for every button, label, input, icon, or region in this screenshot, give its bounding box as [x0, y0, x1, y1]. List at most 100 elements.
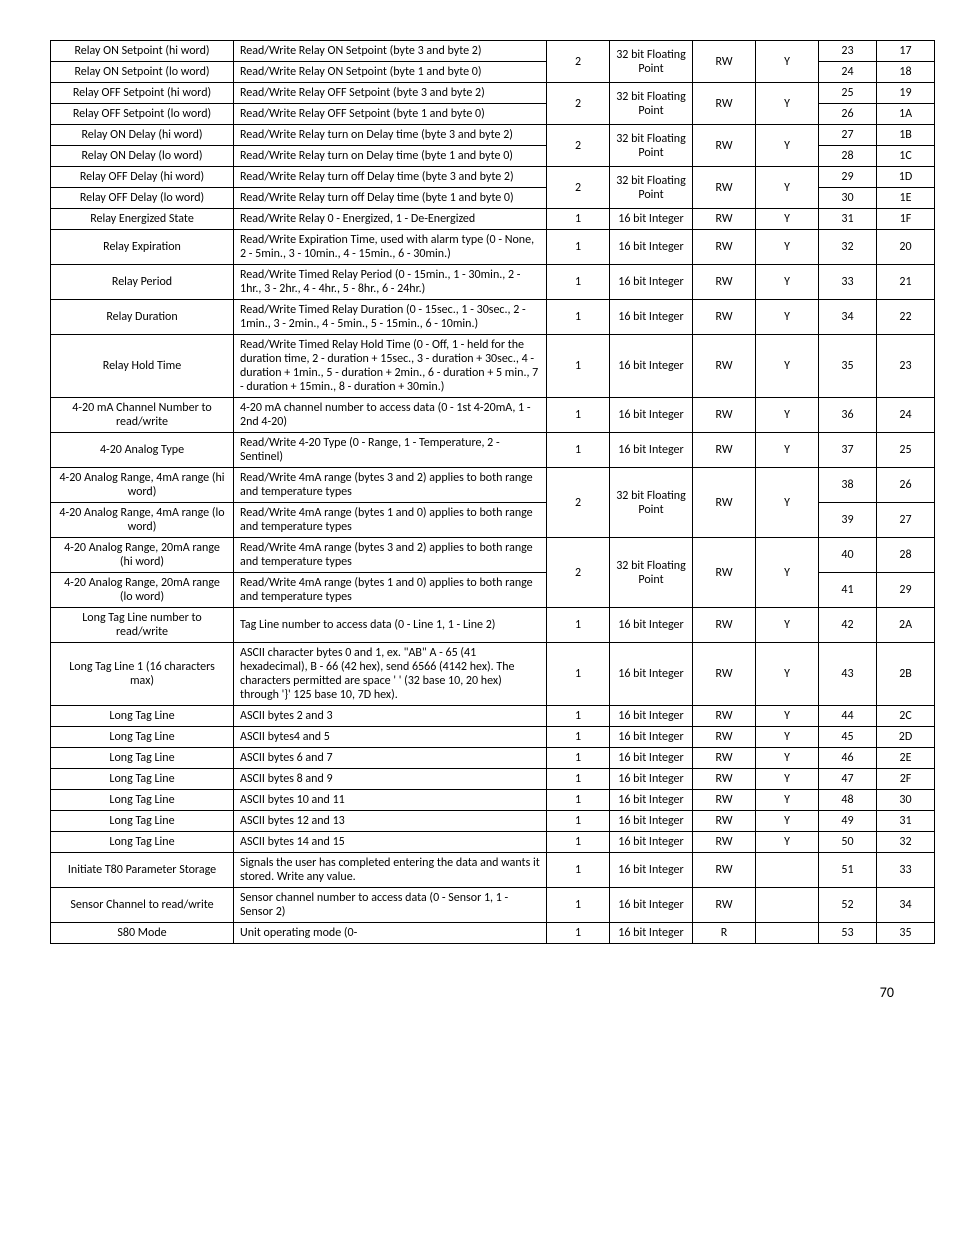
- cell-rw: RW: [693, 608, 756, 643]
- cell-regs: 2: [547, 41, 610, 83]
- cell-dec: 42: [819, 608, 877, 643]
- cell-type: 16 bit Integer: [610, 853, 693, 888]
- cell-rw: RW: [693, 468, 756, 538]
- cell-rw: RW: [693, 335, 756, 398]
- cell-dec: 24: [819, 62, 877, 83]
- cell-desc: Read/Write Expiration Time, used with al…: [234, 230, 547, 265]
- cell-desc: Read/Write Relay turn on Delay time (byt…: [234, 125, 547, 146]
- table-row: S80 ModeUnit operating mode (0-116 bit I…: [51, 923, 935, 944]
- cell-hex: 27: [877, 503, 935, 538]
- table-row: Relay ExpirationRead/Write Expiration Ti…: [51, 230, 935, 265]
- cell-rw: RW: [693, 300, 756, 335]
- cell-type: 32 bit Floating Point: [610, 83, 693, 125]
- cell-type: 16 bit Integer: [610, 608, 693, 643]
- cell-save: Y: [756, 230, 819, 265]
- cell-type: 16 bit Integer: [610, 727, 693, 748]
- cell-desc: Read/Write Relay turn off Delay time (by…: [234, 188, 547, 209]
- table-row: Initiate T80 Parameter StorageSignals th…: [51, 853, 935, 888]
- table-row: Relay ON Delay (hi word)Read/Write Relay…: [51, 125, 935, 146]
- cell-hex: 2A: [877, 608, 935, 643]
- cell-save: Y: [756, 300, 819, 335]
- cell-desc: Read/Write 4mA range (bytes 3 and 2) app…: [234, 468, 547, 503]
- cell-rw: RW: [693, 888, 756, 923]
- cell-hex: 17: [877, 41, 935, 62]
- cell-hex: 1F: [877, 209, 935, 230]
- cell-dec: 38: [819, 468, 877, 503]
- cell-hex: 1E: [877, 188, 935, 209]
- table-row: Relay ON Setpoint (hi word)Read/Write Re…: [51, 41, 935, 62]
- cell-dec: 50: [819, 832, 877, 853]
- table-row: Long Tag LineASCII bytes 8 and 9116 bit …: [51, 769, 935, 790]
- cell-save: Y: [756, 769, 819, 790]
- cell-hex: 20: [877, 230, 935, 265]
- cell-type: 16 bit Integer: [610, 832, 693, 853]
- cell-type: 16 bit Integer: [610, 335, 693, 398]
- cell-desc: Signals the user has completed entering …: [234, 853, 547, 888]
- cell-hex: 1B: [877, 125, 935, 146]
- table-row: Long Tag LineASCII bytes 6 and 7116 bit …: [51, 748, 935, 769]
- cell-desc: Read/Write Relay ON Setpoint (byte 1 and…: [234, 62, 547, 83]
- cell-rw: RW: [693, 706, 756, 727]
- cell-save: Y: [756, 811, 819, 832]
- cell-regs: 1: [547, 433, 610, 468]
- cell-save: Y: [756, 790, 819, 811]
- cell-hex: 19: [877, 83, 935, 104]
- cell-dec: 46: [819, 748, 877, 769]
- cell-regs: 2: [547, 538, 610, 608]
- cell-regs: 2: [547, 125, 610, 167]
- cell-rw: RW: [693, 853, 756, 888]
- cell-rw: RW: [693, 727, 756, 748]
- cell-hex: 26: [877, 468, 935, 503]
- cell-desc: ASCII bytes 8 and 9: [234, 769, 547, 790]
- cell-name: Long Tag Line: [51, 790, 234, 811]
- cell-save: Y: [756, 433, 819, 468]
- cell-desc: Read/Write Relay turn on Delay time (byt…: [234, 146, 547, 167]
- cell-regs: 1: [547, 230, 610, 265]
- cell-name: Relay ON Delay (lo word): [51, 146, 234, 167]
- cell-name: Relay Expiration: [51, 230, 234, 265]
- cell-hex: 29: [877, 573, 935, 608]
- cell-dec: 36: [819, 398, 877, 433]
- cell-name: 4-20 Analog Type: [51, 433, 234, 468]
- cell-dec: 27: [819, 125, 877, 146]
- cell-desc: Unit operating mode (0-: [234, 923, 547, 944]
- cell-dec: 52: [819, 888, 877, 923]
- cell-hex: 32: [877, 832, 935, 853]
- cell-save: Y: [756, 83, 819, 125]
- cell-regs: 1: [547, 811, 610, 832]
- cell-type: 16 bit Integer: [610, 923, 693, 944]
- cell-dec: 32: [819, 230, 877, 265]
- cell-dec: 29: [819, 167, 877, 188]
- cell-hex: 24: [877, 398, 935, 433]
- cell-type: 32 bit Floating Point: [610, 468, 693, 538]
- cell-regs: 1: [547, 727, 610, 748]
- cell-name: Long Tag Line: [51, 748, 234, 769]
- cell-hex: 28: [877, 538, 935, 573]
- cell-regs: 1: [547, 832, 610, 853]
- cell-desc: Read/Write Relay turn off Delay time (by…: [234, 167, 547, 188]
- cell-rw: RW: [693, 748, 756, 769]
- cell-desc: Read/Write Timed Relay Period (0 - 15min…: [234, 265, 547, 300]
- cell-rw: RW: [693, 125, 756, 167]
- cell-rw: RW: [693, 538, 756, 608]
- cell-hex: 23: [877, 335, 935, 398]
- cell-hex: 1A: [877, 104, 935, 125]
- table-row: Relay PeriodRead/Write Timed Relay Perio…: [51, 265, 935, 300]
- cell-dec: 43: [819, 643, 877, 706]
- register-table: Relay ON Setpoint (hi word)Read/Write Re…: [50, 40, 935, 944]
- cell-rw: R: [693, 923, 756, 944]
- cell-desc: Read/Write 4-20 Type (0 - Range, 1 - Tem…: [234, 433, 547, 468]
- cell-type: 32 bit Floating Point: [610, 538, 693, 608]
- cell-dec: 25: [819, 83, 877, 104]
- cell-save: Y: [756, 727, 819, 748]
- cell-rw: RW: [693, 790, 756, 811]
- cell-save: Y: [756, 167, 819, 209]
- cell-dec: 51: [819, 853, 877, 888]
- cell-name: Long Tag Line: [51, 832, 234, 853]
- cell-regs: 2: [547, 167, 610, 209]
- cell-save: Y: [756, 832, 819, 853]
- cell-dec: 28: [819, 146, 877, 167]
- table-row: Relay OFF Delay (hi word)Read/Write Rela…: [51, 167, 935, 188]
- cell-desc: ASCII bytes 2 and 3: [234, 706, 547, 727]
- cell-dec: 40: [819, 538, 877, 573]
